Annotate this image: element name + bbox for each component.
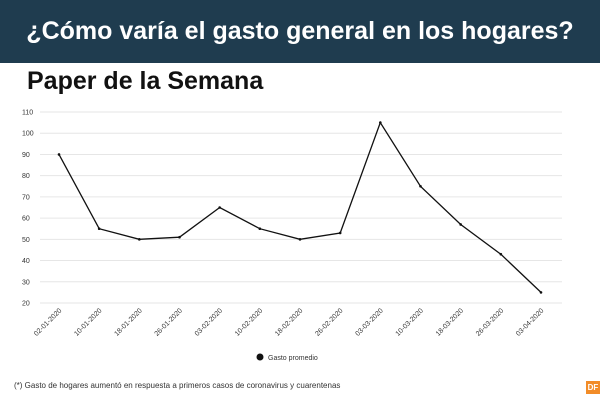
series-line (58, 121, 542, 293)
data-point (379, 121, 382, 124)
x-tick-label: 03-04-2020 (515, 307, 545, 337)
x-tick-label: 26-03-2020 (475, 307, 505, 337)
y-tick-label: 20 (22, 301, 30, 308)
x-tick-label: 18-01-2020 (113, 307, 143, 337)
y-tick-label: 100 (22, 131, 34, 138)
legend-label: Gasto promedio (268, 355, 318, 362)
y-tick-label: 40 (22, 258, 30, 265)
x-tick-label: 18-03-2020 (435, 307, 465, 337)
legend-marker (256, 353, 264, 361)
data-point (138, 238, 141, 241)
data-point (178, 235, 181, 239)
y-tick-label: 30 (22, 279, 30, 286)
data-point (539, 291, 543, 294)
x-tick-label: 02-01-2020 (33, 307, 63, 337)
data-point (57, 153, 61, 156)
y-tick-label: 50 (22, 237, 30, 244)
chart-area: 20 30 40 50 60 70 80 90 100 110 02-01-2020 10-01-20… (0, 100, 600, 370)
page-subtitle: Paper de la Semana (27, 67, 264, 95)
y-tick-label: 90 (22, 152, 30, 159)
x-tick-label: 26-01-2020 (154, 307, 184, 337)
x-tick-label: 03-03-2020 (354, 307, 384, 337)
x-tick-label: 18-02-2020 (274, 307, 304, 337)
y-tick-label: 70 (22, 194, 30, 201)
data-point (419, 184, 422, 188)
x-tick-label: 26-02-2020 (314, 307, 344, 337)
data-point (298, 238, 302, 241)
data-point (258, 227, 262, 231)
data-point (459, 223, 462, 226)
x-tick-label: 03-02-2020 (194, 307, 224, 337)
y-tick-label: 60 (22, 216, 30, 223)
x-tick-label: 10-02-2020 (234, 307, 264, 337)
header-banner: ¿Cómo varía el gasto general en los hoga… (0, 0, 600, 63)
page-title: ¿Cómo varía el gasto general en los hoga… (26, 17, 574, 45)
data-point (499, 252, 503, 256)
line-chart: 20 30 40 50 60 70 80 90 100 110 02-01-2020 10-01-20… (22, 110, 562, 362)
y-tick-label: 110 (22, 110, 33, 117)
x-tick-label: 10-01-2020 (73, 307, 103, 337)
footnote: (*) Gasto de hogares aumentó en respuest… (14, 381, 341, 390)
data-point (218, 206, 221, 209)
data-point (338, 231, 342, 235)
x-tick-label: 10-03-2020 (395, 307, 425, 337)
df-logo: DF (586, 381, 600, 394)
y-tick-label: 80 (22, 173, 30, 180)
data-point (97, 227, 101, 231)
